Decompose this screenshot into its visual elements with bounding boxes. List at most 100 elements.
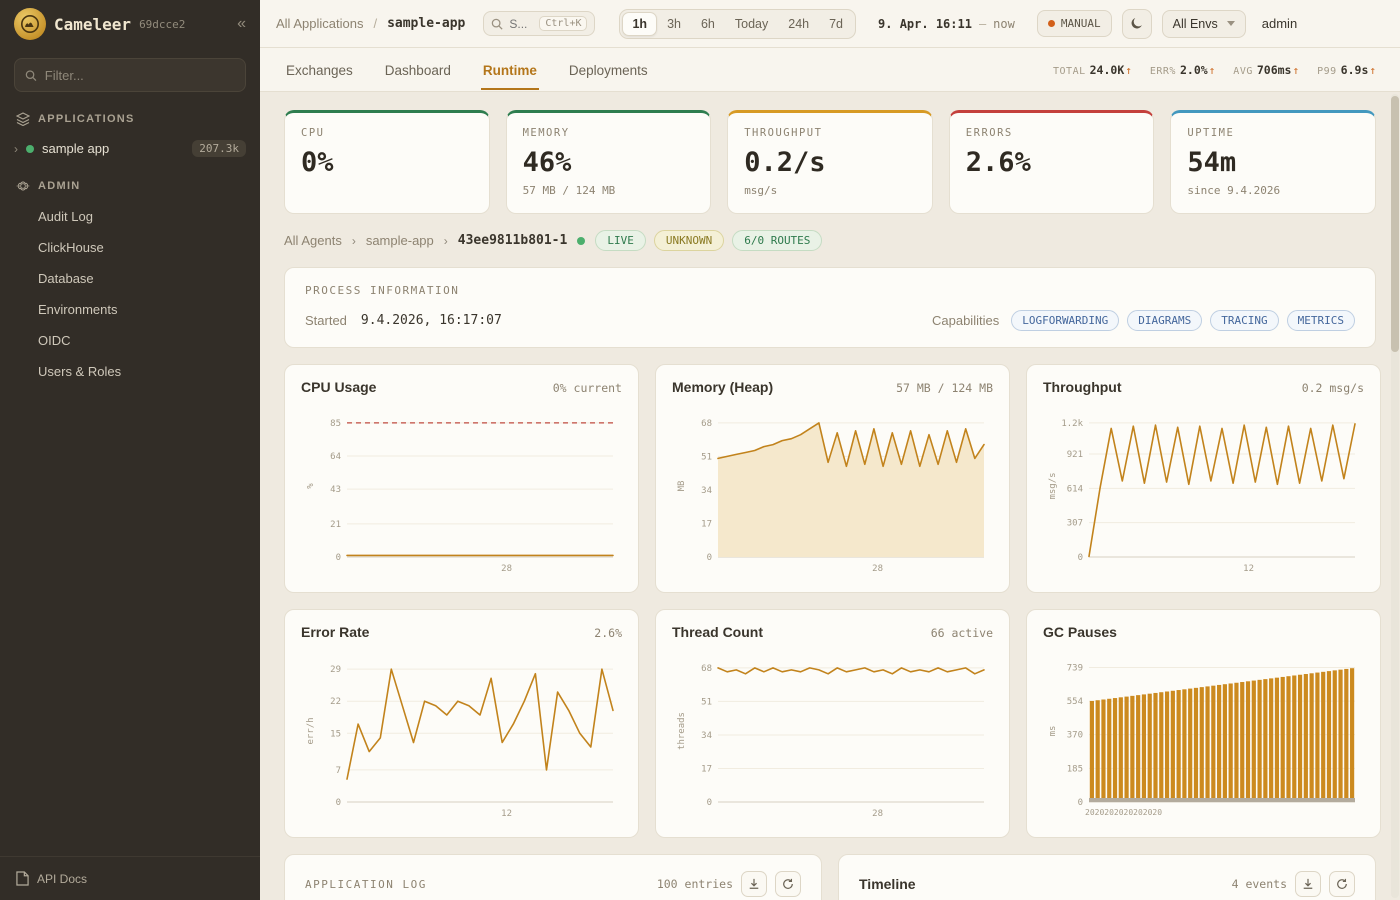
stat-card-label: MEMORY <box>522 127 570 139</box>
api-docs-label: API Docs <box>37 871 88 886</box>
chart-card-thread-count: Thread Count 66 active 0 17 34 51 68 threads 28 <box>655 609 1010 838</box>
svg-text:739: 739 <box>1067 663 1083 673</box>
refresh-icon <box>783 878 793 889</box>
time-range-today[interactable]: Today <box>725 12 778 36</box>
dark-mode-toggle[interactable] <box>1121 8 1152 39</box>
log-entries-count: 100 entries <box>656 877 733 891</box>
tab-deployments[interactable]: Deployments <box>567 50 650 90</box>
chart-header: Throughput 0.2 msg/s <box>1043 379 1364 395</box>
sidebar-item-api-docs[interactable]: API Docs <box>0 856 260 900</box>
time-range-1h[interactable]: 1h <box>622 11 658 36</box>
refresh-button[interactable] <box>1329 871 1355 897</box>
chart-header: Thread Count 66 active <box>672 624 993 640</box>
tab-exchanges[interactable]: Exchanges <box>284 50 355 90</box>
stat-label: TOTAL <box>1053 65 1086 77</box>
chart-header-value: 57 MB / 124 MB <box>896 381 993 395</box>
chart-title: Throughput <box>1043 379 1122 395</box>
stat-card-value: 0% <box>301 147 334 178</box>
chart-canvas-memory-heap: 0 17 34 51 68 MB 28 <box>677 419 985 574</box>
scrollbar-track[interactable] <box>1391 94 1399 898</box>
svg-text:12: 12 <box>1243 564 1254 574</box>
moon-icon <box>1131 18 1142 29</box>
filter-input[interactable] <box>44 67 235 83</box>
started-label: Started <box>305 313 347 328</box>
download-button[interactable] <box>1295 871 1321 897</box>
stat-card-cpu: CPU 0% <box>284 110 490 214</box>
timeline-title: Timeline <box>859 876 916 892</box>
breadcrumb-agent-app[interactable]: sample-app <box>365 233 434 248</box>
stat-card-value: 0.2/s <box>744 147 826 178</box>
stat-card-sub: 57 MB / 124 MB <box>522 184 616 197</box>
search-shortcut-kbd: Ctrl+K <box>539 16 588 31</box>
search-icon <box>25 69 37 81</box>
stat-card-label: CPU <box>301 127 325 139</box>
svg-text:68: 68 <box>701 664 712 674</box>
admin-nav: Audit Log ClickHouse Database Environments O… <box>0 201 260 387</box>
stat-label: ERR% <box>1149 65 1176 77</box>
svg-text:15: 15 <box>330 729 341 739</box>
global-search[interactable]: Ctrl+K <box>483 11 596 36</box>
sidebar-item-database[interactable]: Database <box>38 271 94 286</box>
sidebar: Cameleer 69dcce2 « APPLICATIONS › sample… <box>0 0 260 900</box>
refresh-icon <box>1337 878 1347 889</box>
download-button[interactable] <box>741 871 767 897</box>
chart-title: GC Pauses <box>1043 624 1117 640</box>
sidebar-collapse-icon[interactable]: « <box>237 15 246 32</box>
header-stat-avg: AVG 706ms ↑ <box>1233 63 1299 77</box>
content-area: CPU 0% MEMORY 46% 57 MB / 124 MB THROUGHPUT 0.… <box>260 92 1400 900</box>
stat-label: P99 <box>1317 65 1337 77</box>
breadcrumb-all-applications[interactable]: All Applications <box>276 16 364 31</box>
agent-live-dot-icon <box>577 236 586 245</box>
time-range-7d[interactable]: 7d <box>819 12 853 36</box>
status-dot-icon <box>26 144 34 153</box>
admin-section-header: ADMIN <box>0 163 260 201</box>
sidebar-item-audit-log[interactable]: Audit Log <box>38 209 93 224</box>
process-information-card: PROCESS INFORMATION Started 9.4.2026, 16… <box>284 267 1376 348</box>
time-range-6h[interactable]: 6h <box>691 12 725 36</box>
chart-card-gc-pauses: GC Pauses 0 185 370 554 739 ms 2020202020202020 <box>1026 609 1381 838</box>
scrollbar-thumb[interactable] <box>1391 96 1399 352</box>
breadcrumb-all-agents[interactable]: All Agents <box>284 233 342 248</box>
agent-id: 43ee9811b801-1 <box>457 233 568 248</box>
chevron-right-icon: › <box>443 233 448 248</box>
chart-header: CPU Usage 0% current <box>301 379 622 395</box>
stat-card-sub: msg/s <box>744 184 778 197</box>
svg-text:28: 28 <box>501 564 512 574</box>
svg-text:err/h: err/h <box>306 717 316 744</box>
sidebar-item-oidc[interactable]: OIDC <box>38 333 71 348</box>
sidebar-item-sample-app[interactable]: › sample app 207.3k <box>0 134 260 163</box>
chart-header: Error Rate 2.6% <box>301 624 622 640</box>
chart-title: CPU Usage <box>301 379 377 395</box>
up-arrow-icon: ↑ <box>1125 63 1132 77</box>
svg-text:12: 12 <box>501 809 512 819</box>
refresh-button[interactable] <box>775 871 801 897</box>
stat-card-throughput: THROUGHPUT 0.2/s msg/s <box>727 110 933 214</box>
search-input[interactable] <box>509 16 534 31</box>
logo <box>14 8 46 40</box>
header-stat-p99: P99 6.9s ↑ <box>1317 63 1376 77</box>
camel-logo-icon <box>21 15 39 33</box>
environment-select[interactable]: All Envs <box>1161 9 1246 38</box>
chart-header-value: 0.2 msg/s <box>1301 381 1364 395</box>
time-range-24h[interactable]: 24h <box>778 12 819 36</box>
svg-text:554: 554 <box>1067 697 1083 707</box>
svg-text:51: 51 <box>701 697 712 707</box>
up-arrow-icon: ↑ <box>1208 63 1216 77</box>
environment-select-value: All Envs <box>1172 16 1218 31</box>
sidebar-item-users-roles[interactable]: Users & Roles <box>38 364 122 379</box>
sidebar-item-clickhouse[interactable]: ClickHouse <box>38 240 104 255</box>
tab-runtime[interactable]: Runtime <box>481 50 539 90</box>
svg-text:0: 0 <box>336 798 341 808</box>
manual-refresh-button[interactable]: MANUAL <box>1036 10 1112 37</box>
time-range-3h[interactable]: 3h <box>657 12 691 36</box>
bottom-cards-row: APPLICATION LOG 100 entries <box>284 854 1376 900</box>
admin-section-label: ADMIN <box>38 180 81 192</box>
manual-dot-icon <box>1047 20 1055 27</box>
date-range: 9. Apr. 16:11 — now <box>878 17 1015 31</box>
download-icon <box>1303 878 1313 889</box>
chevron-right-icon[interactable]: › <box>14 141 18 156</box>
charts-grid: CPU Usage 0% current 0 21 43 64 85% 28 Memory (H… <box>284 364 1381 838</box>
sidebar-item-environments[interactable]: Environments <box>38 302 118 317</box>
chart-header-value: 0% current <box>552 381 622 395</box>
tab-dashboard[interactable]: Dashboard <box>383 50 453 90</box>
